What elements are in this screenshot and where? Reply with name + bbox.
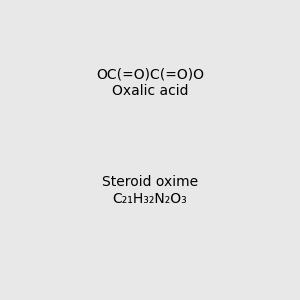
Text: Steroid oxime
C₂₁H₃₂N₂O₃: Steroid oxime C₂₁H₃₂N₂O₃ xyxy=(102,176,198,206)
Text: OC(=O)C(=O)O
Oxalic acid: OC(=O)C(=O)O Oxalic acid xyxy=(96,68,204,98)
